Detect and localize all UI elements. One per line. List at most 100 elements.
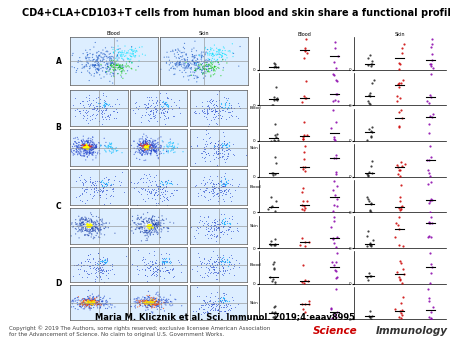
Point	[94, 55, 102, 60]
Point	[80, 145, 87, 150]
Point	[206, 176, 213, 182]
Point	[219, 295, 226, 300]
Point	[85, 222, 92, 227]
Point	[220, 216, 227, 222]
Point	[95, 60, 102, 65]
Point	[86, 144, 93, 149]
Point	[90, 299, 98, 305]
Point	[222, 179, 229, 185]
Point	[162, 267, 170, 272]
Point	[110, 51, 117, 56]
Point	[81, 268, 88, 274]
Point	[86, 300, 93, 305]
Point	[81, 153, 88, 159]
Point	[85, 296, 92, 301]
Point	[205, 268, 212, 273]
Point	[153, 223, 160, 229]
Point	[91, 299, 98, 305]
Point	[368, 61, 375, 66]
Point	[200, 108, 207, 114]
Point	[89, 225, 96, 231]
Point	[142, 142, 149, 147]
Point	[400, 266, 407, 271]
Point	[163, 178, 170, 184]
Point	[151, 217, 158, 223]
Point	[160, 111, 167, 116]
Point	[95, 49, 103, 54]
Point	[69, 146, 76, 151]
Point	[425, 200, 432, 206]
Point	[85, 144, 92, 149]
Point	[148, 145, 155, 151]
Point	[221, 181, 229, 186]
Point	[89, 257, 96, 262]
Point	[123, 63, 130, 69]
Point	[190, 45, 198, 51]
Point	[198, 302, 205, 308]
Point	[206, 261, 213, 266]
Point	[115, 62, 122, 68]
Point	[141, 143, 149, 148]
Point	[219, 272, 226, 278]
Point	[197, 273, 204, 278]
Point	[219, 181, 226, 186]
Point	[143, 224, 150, 229]
Point	[85, 301, 92, 307]
Point	[126, 138, 133, 143]
Point	[142, 141, 149, 146]
Point	[105, 55, 112, 60]
Point	[219, 252, 226, 258]
Point	[101, 293, 108, 299]
Point	[84, 224, 91, 230]
Point	[366, 209, 373, 214]
Point	[97, 100, 104, 106]
Point	[81, 222, 89, 228]
Point	[223, 180, 230, 185]
Point	[204, 222, 212, 228]
Point	[210, 234, 217, 239]
Point	[85, 223, 92, 228]
Point	[91, 221, 99, 227]
Point	[216, 302, 223, 308]
Point	[152, 221, 159, 227]
Point	[104, 55, 111, 61]
Point	[228, 102, 235, 108]
Point	[224, 144, 231, 150]
Point	[226, 220, 233, 226]
Point	[141, 228, 149, 234]
Point	[208, 59, 215, 65]
Point	[145, 143, 153, 149]
Point	[214, 146, 221, 151]
Point	[204, 69, 212, 75]
Point	[368, 124, 375, 130]
Point	[225, 153, 232, 159]
Point	[103, 191, 110, 196]
Point	[170, 140, 177, 145]
Point	[79, 299, 86, 305]
Point	[79, 225, 86, 231]
Point	[396, 194, 403, 199]
Point	[202, 63, 210, 68]
Point	[86, 222, 94, 227]
Point	[302, 243, 309, 248]
Point	[128, 45, 135, 50]
Point	[84, 298, 91, 304]
Point	[153, 270, 161, 275]
Point	[223, 60, 230, 66]
Point	[148, 302, 155, 307]
Point	[68, 150, 76, 155]
Point	[110, 71, 117, 76]
Point	[136, 226, 144, 232]
Point	[174, 59, 181, 65]
Point	[135, 215, 142, 220]
Point	[75, 149, 82, 155]
Point	[148, 222, 155, 227]
Point	[151, 143, 158, 148]
Point	[214, 59, 221, 65]
Point	[363, 243, 370, 249]
Point	[112, 61, 119, 66]
Point	[124, 55, 131, 61]
Point	[99, 262, 106, 267]
Point	[133, 225, 140, 230]
Point	[84, 154, 91, 159]
